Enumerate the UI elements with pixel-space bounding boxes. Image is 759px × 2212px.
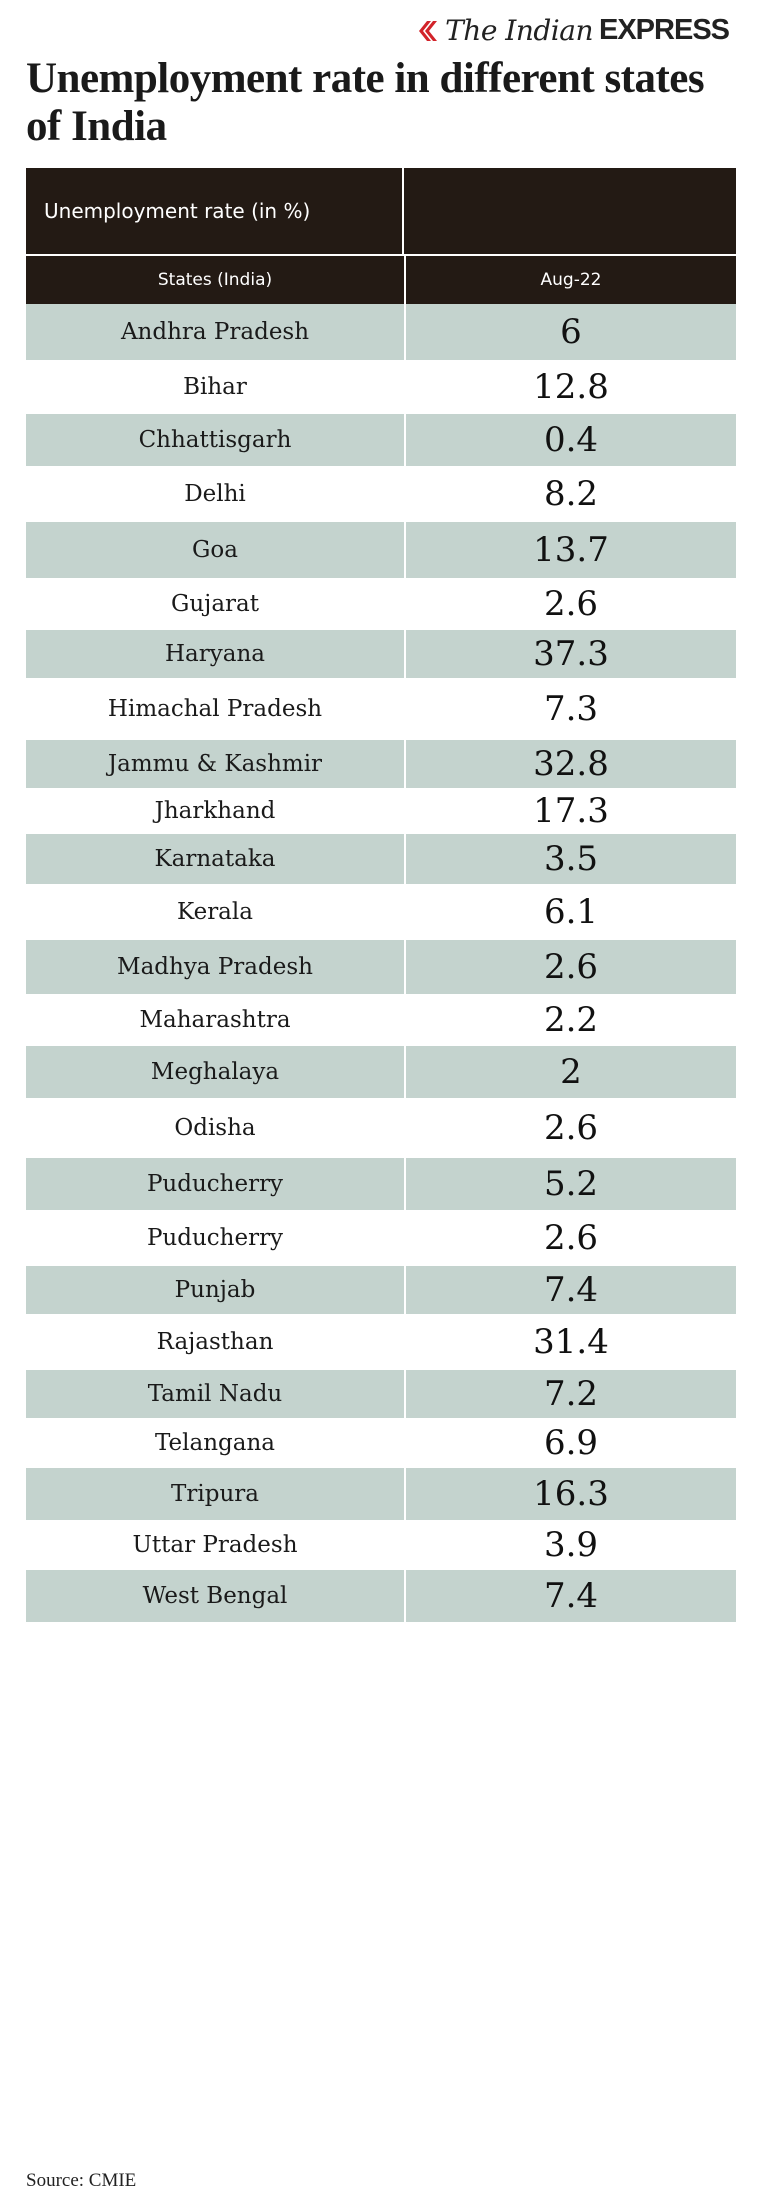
row-value: 12.8	[533, 367, 609, 407]
table-row: Tripura 16.3	[26, 1468, 736, 1522]
table-row: Kerala 6.1	[26, 886, 736, 940]
table-row: Puducherry 2.6	[26, 1212, 736, 1266]
column-header-states: States (India)	[26, 256, 406, 304]
source-note: Source: CMIE	[26, 2170, 137, 2191]
express-logo-icon	[419, 20, 438, 41]
table-row: Chhattisgarh 0.4	[26, 414, 736, 468]
row-state-label: Puducherry	[26, 1212, 406, 1264]
row-value: 32.8	[533, 744, 609, 784]
table-body: Andhra Pradesh 6 Bihar 12.8 Chhattisgarh 0.4 D…	[26, 304, 736, 1624]
table-row: Bihar 12.8	[26, 362, 736, 414]
row-state-label: Tripura	[26, 1468, 406, 1520]
row-value: 17.3	[533, 791, 609, 831]
table-row: Madhya Pradesh 2.6	[26, 940, 736, 996]
brand-logo: The Indian EXPRESS	[417, 14, 730, 47]
data-table: Unemployment rate (in %) States (India) …	[26, 168, 736, 1624]
row-value: 2.6	[543, 584, 599, 624]
row-value: 7.4	[543, 1576, 599, 1616]
table-row: West Bengal 7.4	[26, 1570, 736, 1624]
row-value: 7.2	[543, 1374, 599, 1414]
row-state-label: Gujarat	[26, 580, 406, 628]
table-row: Himachal Pradesh 7.3	[26, 680, 736, 740]
row-state-label: Chhattisgarh	[26, 414, 406, 466]
row-value: 3.5	[543, 839, 599, 879]
row-state-label: Kerala	[26, 886, 406, 938]
row-state-label: Uttar Pradesh	[26, 1522, 406, 1568]
row-state-label: Haryana	[26, 630, 406, 678]
row-state-label: Rajasthan	[26, 1316, 406, 1368]
row-state-label: Meghalaya	[26, 1046, 406, 1098]
row-value: 2	[560, 1052, 582, 1092]
row-value: 16.3	[533, 1474, 609, 1514]
table-row: Uttar Pradesh 3.9	[26, 1522, 736, 1570]
table-row: Haryana 37.3	[26, 630, 736, 680]
brand-the: The Indian	[445, 14, 593, 47]
row-value: 2.6	[543, 947, 599, 987]
row-state-label: West Bengal	[26, 1570, 406, 1622]
table-row: Karnataka 3.5	[26, 834, 736, 886]
table-row: Maharashtra 2.2	[26, 996, 736, 1046]
row-state-label: Karnataka	[26, 834, 406, 884]
row-value: 5.2	[543, 1164, 599, 1204]
row-state-label: Goa	[26, 522, 406, 578]
row-value: 6.1	[543, 892, 599, 932]
row-value: 6.9	[543, 1423, 599, 1463]
table-row: Delhi 8.2	[26, 468, 736, 522]
table-row: Jharkhand 17.3	[26, 790, 736, 834]
row-state-label: Tamil Nadu	[26, 1370, 406, 1418]
table-row: Punjab 7.4	[26, 1266, 736, 1316]
header-group-row: Unemployment rate (in %)	[26, 168, 736, 256]
table-row: Rajasthan 31.4	[26, 1316, 736, 1370]
row-state-label: Telangana	[26, 1420, 406, 1466]
row-state-label: Puducherry	[26, 1158, 406, 1210]
table-row: Odisha 2.6	[26, 1100, 736, 1158]
row-state-label: Bihar	[26, 362, 406, 412]
table-row: Meghalaya 2	[26, 1046, 736, 1100]
brand-express: EXPRESS	[599, 14, 730, 46]
row-state-label: Maharashtra	[26, 996, 406, 1044]
row-state-label: Jammu & Kashmir	[26, 740, 406, 788]
row-value: 6	[560, 312, 582, 352]
table-row: Tamil Nadu 7.2	[26, 1370, 736, 1420]
table-row: Jammu & Kashmir 32.8	[26, 740, 736, 790]
header-group-label: Unemployment rate (in %)	[26, 168, 404, 254]
row-state-label: Delhi	[26, 468, 406, 520]
row-state-label: Madhya Pradesh	[26, 940, 406, 994]
row-state-label: Odisha	[26, 1100, 406, 1156]
row-value: 37.3	[533, 634, 609, 674]
row-state-label: Himachal Pradesh	[26, 680, 406, 738]
row-value: 0.4	[543, 420, 599, 460]
row-value: 7.4	[543, 1270, 599, 1310]
row-state-label: Andhra Pradesh	[26, 304, 406, 360]
table-row: Goa 13.7	[26, 522, 736, 580]
table-row: Puducherry 5.2	[26, 1158, 736, 1212]
chart-title: Unemployment rate in different states of…	[26, 55, 705, 150]
row-state-label: Punjab	[26, 1266, 406, 1314]
row-value: 13.7	[533, 530, 609, 570]
row-value: 7.3	[543, 689, 599, 729]
row-state-label: Jharkhand	[26, 790, 406, 832]
row-value: 31.4	[533, 1322, 609, 1362]
row-value: 2.2	[543, 1000, 599, 1040]
table-row: Andhra Pradesh 6	[26, 304, 736, 362]
row-value: 2.6	[543, 1108, 599, 1148]
column-header-row: States (India) Aug-22	[26, 256, 736, 304]
column-header-period: Aug-22	[540, 270, 602, 290]
table-row: Gujarat 2.6	[26, 580, 736, 630]
table-row: Telangana 6.9	[26, 1420, 736, 1468]
row-value: 2.6	[543, 1218, 599, 1258]
row-value: 3.9	[543, 1525, 599, 1565]
row-value: 8.2	[543, 474, 599, 514]
